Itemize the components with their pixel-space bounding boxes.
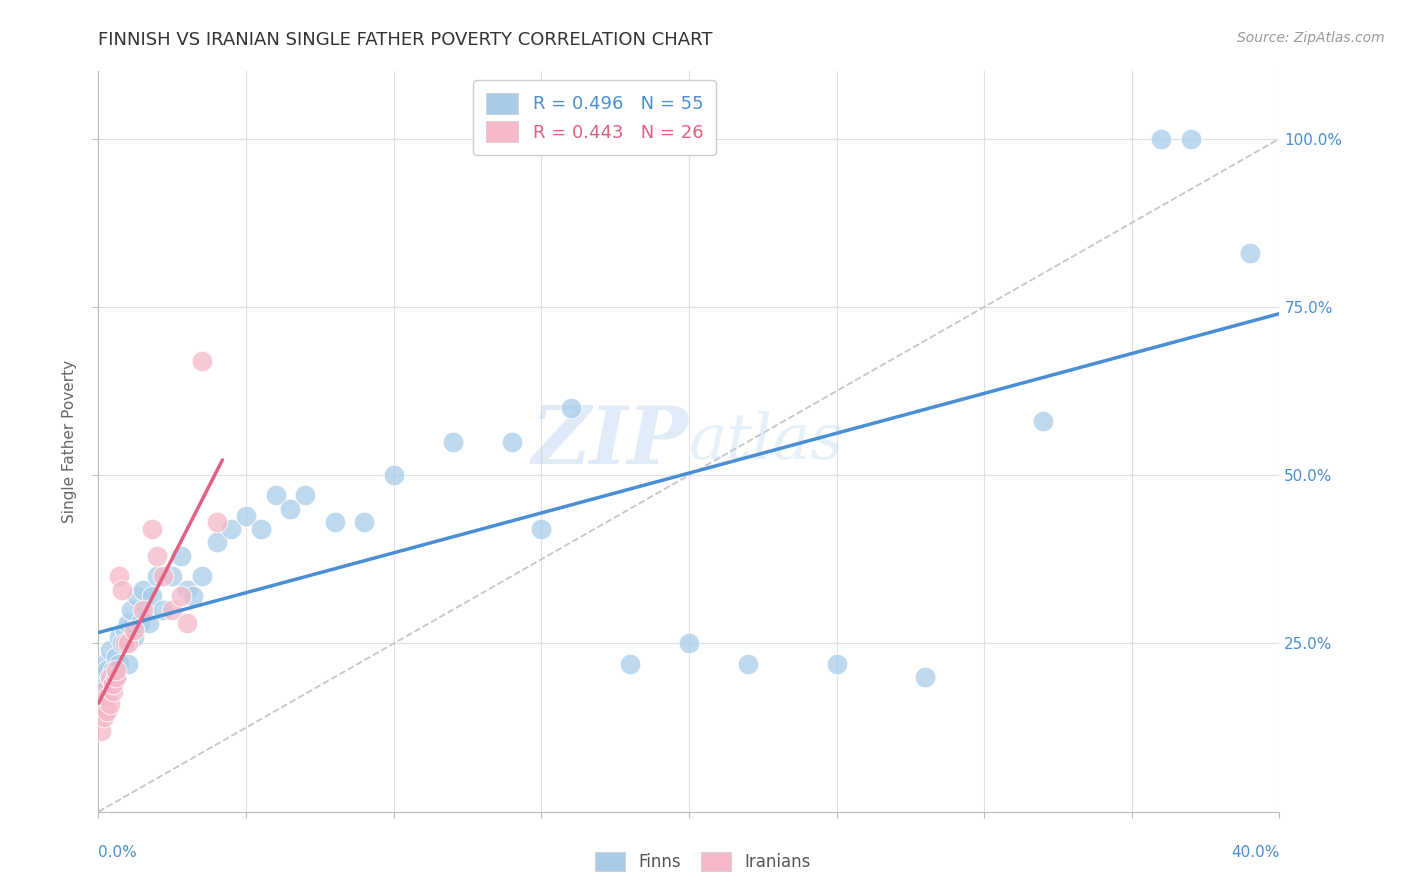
Point — [105, 664, 128, 678]
Point — [138, 616, 160, 631]
Point — [205, 535, 228, 549]
Point — [90, 723, 112, 738]
Text: Source: ZipAtlas.com: Source: ZipAtlas.com — [1237, 31, 1385, 45]
Point — [90, 704, 112, 718]
Point — [114, 636, 136, 650]
Point — [162, 569, 183, 583]
Point — [353, 516, 375, 530]
Point — [108, 569, 131, 583]
Point — [205, 516, 228, 530]
Point — [96, 677, 118, 691]
Point — [105, 670, 128, 684]
Point — [825, 657, 848, 671]
Point — [114, 623, 136, 637]
Point — [125, 590, 148, 604]
Point — [678, 636, 700, 650]
Point — [98, 697, 121, 711]
Point — [105, 670, 128, 684]
Legend: R = 0.496   N = 55, R = 0.443   N = 26: R = 0.496 N = 55, R = 0.443 N = 26 — [472, 80, 716, 154]
Point — [170, 590, 193, 604]
Point — [176, 616, 198, 631]
Point — [90, 683, 112, 698]
Point — [117, 616, 139, 631]
Point — [135, 603, 157, 617]
Point — [108, 657, 131, 671]
Point — [737, 657, 759, 671]
Point — [96, 690, 118, 705]
Point — [323, 516, 346, 530]
Point — [619, 657, 641, 671]
Text: atlas: atlas — [689, 410, 844, 473]
Point — [141, 522, 163, 536]
Point — [93, 683, 115, 698]
Text: 0.0%: 0.0% — [98, 845, 138, 860]
Point — [250, 522, 273, 536]
Point — [176, 582, 198, 597]
Point — [103, 677, 125, 691]
Point — [122, 623, 145, 637]
Point — [1032, 414, 1054, 428]
Point — [221, 522, 243, 536]
Point — [103, 683, 125, 698]
Point — [1150, 131, 1173, 145]
Point — [141, 590, 163, 604]
Point — [1239, 246, 1261, 260]
Point — [152, 603, 174, 617]
Text: FINNISH VS IRANIAN SINGLE FATHER POVERTY CORRELATION CHART: FINNISH VS IRANIAN SINGLE FATHER POVERTY… — [98, 31, 713, 49]
Point — [96, 704, 118, 718]
Point — [146, 549, 169, 563]
Point — [191, 353, 214, 368]
Point — [280, 501, 302, 516]
Point — [441, 434, 464, 449]
Point — [98, 670, 121, 684]
Point — [111, 636, 134, 650]
Point — [128, 616, 150, 631]
Point — [120, 603, 142, 617]
Point — [96, 664, 118, 678]
Point — [162, 603, 183, 617]
Point — [152, 569, 174, 583]
Point — [122, 630, 145, 644]
Point — [264, 488, 287, 502]
Text: ZIP: ZIP — [531, 403, 689, 480]
Point — [191, 569, 214, 583]
Point — [235, 508, 257, 523]
Point — [98, 670, 121, 684]
Point — [105, 649, 128, 664]
Y-axis label: Single Father Poverty: Single Father Poverty — [62, 360, 77, 523]
Point — [170, 549, 193, 563]
Point — [108, 630, 131, 644]
Point — [146, 569, 169, 583]
Point — [914, 670, 936, 684]
Point — [117, 636, 139, 650]
Point — [501, 434, 523, 449]
Point — [103, 677, 125, 691]
Point — [117, 657, 139, 671]
Point — [98, 643, 121, 657]
Point — [93, 657, 115, 671]
Point — [382, 468, 405, 483]
Point — [93, 670, 115, 684]
Point — [103, 664, 125, 678]
Legend: Finns, Iranians: Finns, Iranians — [586, 843, 820, 880]
Point — [181, 590, 204, 604]
Point — [132, 582, 155, 597]
Point — [1180, 131, 1202, 145]
Point — [530, 522, 553, 536]
Point — [294, 488, 316, 502]
Point — [93, 710, 115, 724]
Point — [132, 603, 155, 617]
Text: 40.0%: 40.0% — [1232, 845, 1279, 860]
Point — [560, 401, 582, 415]
Point — [111, 582, 134, 597]
